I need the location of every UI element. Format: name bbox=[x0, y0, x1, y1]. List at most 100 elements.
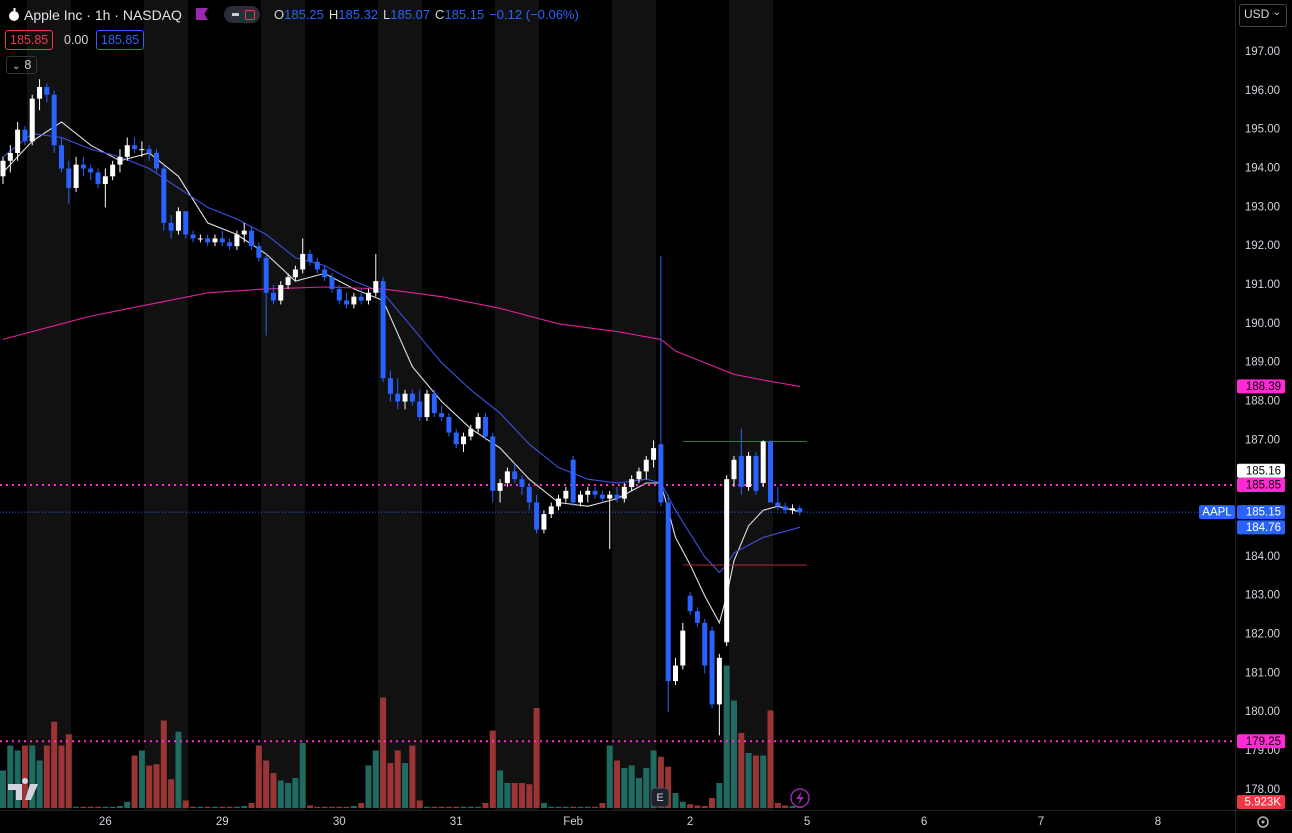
x-tick-label: 6 bbox=[921, 816, 927, 828]
volume-bar bbox=[102, 806, 109, 808]
volume-bar bbox=[592, 806, 599, 808]
volume-bar bbox=[621, 768, 628, 808]
candle-body bbox=[694, 611, 700, 623]
volume-bar bbox=[438, 806, 445, 808]
volume-badge-label: 5.923K bbox=[1245, 797, 1282, 809]
y-tick-label: 196.00 bbox=[1245, 85, 1280, 97]
candle-body bbox=[424, 393, 430, 418]
candle-body bbox=[307, 253, 313, 262]
symbol-tag-label: AAPL bbox=[1202, 507, 1232, 519]
candle-body bbox=[285, 277, 291, 286]
currency-button[interactable]: USD ⌄ bbox=[1239, 4, 1287, 27]
volume-bar bbox=[285, 783, 292, 808]
candle-body bbox=[504, 471, 510, 484]
volume-bar bbox=[146, 765, 153, 808]
volume-bar bbox=[80, 806, 87, 808]
candle-body bbox=[175, 211, 181, 231]
y-tick-label: 187.00 bbox=[1245, 434, 1280, 446]
volume-bar bbox=[635, 778, 642, 808]
volume-bar bbox=[73, 806, 80, 808]
price-badge bbox=[1237, 520, 1285, 535]
candle-body bbox=[629, 479, 635, 487]
candle-body bbox=[44, 86, 50, 95]
candle-body bbox=[431, 393, 437, 414]
candle-body bbox=[102, 176, 108, 185]
volume-bar bbox=[760, 755, 767, 808]
alert-bolt bbox=[796, 791, 804, 805]
price-badge-label: 188.39 bbox=[1246, 381, 1281, 393]
candle-body bbox=[95, 172, 101, 185]
volume-bar bbox=[584, 806, 591, 808]
volume-bar bbox=[343, 806, 350, 808]
candle-body bbox=[526, 486, 532, 503]
session-band bbox=[729, 0, 773, 810]
candle-body bbox=[475, 417, 481, 429]
flag-icon[interactable] bbox=[196, 8, 208, 20]
candle-body bbox=[380, 281, 386, 379]
candle-body bbox=[132, 145, 138, 150]
candle-body bbox=[687, 595, 693, 612]
candle-body bbox=[534, 502, 540, 530]
y-tick-label: 193.00 bbox=[1245, 201, 1280, 213]
volume-bar bbox=[211, 806, 218, 808]
price-axis-bg bbox=[1236, 0, 1292, 833]
volume-bar bbox=[138, 750, 145, 808]
ohlc-key: C bbox=[435, 7, 445, 22]
y-tick-label: 183.00 bbox=[1245, 590, 1280, 602]
volume-bar bbox=[730, 700, 737, 808]
x-tick-label: 29 bbox=[216, 816, 229, 828]
session-band bbox=[378, 0, 422, 810]
y-tick-label: 191.00 bbox=[1245, 279, 1280, 291]
volume-bar bbox=[672, 793, 679, 808]
volume-bar bbox=[475, 806, 482, 808]
candle-body bbox=[665, 502, 671, 682]
candle-body bbox=[453, 432, 459, 445]
volume-bar bbox=[606, 745, 613, 808]
volume-bar bbox=[467, 806, 474, 808]
candle-body bbox=[702, 622, 708, 666]
candle-body bbox=[519, 479, 525, 487]
candle-body bbox=[592, 490, 598, 495]
candle-body bbox=[417, 401, 423, 418]
candle-body bbox=[168, 222, 174, 231]
volume-bar bbox=[292, 778, 299, 808]
candle-body bbox=[658, 444, 664, 503]
candle-body bbox=[585, 490, 591, 495]
price-badge-label: 185.85 bbox=[1246, 480, 1281, 492]
volume-bar bbox=[504, 783, 511, 808]
ohlc-key: L bbox=[383, 7, 391, 22]
candle-body bbox=[300, 253, 306, 270]
y-tick-label: 197.00 bbox=[1245, 46, 1280, 58]
candle-body bbox=[731, 459, 737, 480]
volume-bar bbox=[540, 803, 547, 808]
volume-bar bbox=[190, 806, 197, 808]
candle-body bbox=[621, 486, 627, 499]
symbol-bar[interactable]: Apple Inc · 1h · NASDAQ bbox=[8, 6, 182, 23]
y-tick-label: 182.00 bbox=[1245, 629, 1280, 641]
candle-body bbox=[461, 436, 467, 445]
volume-bar bbox=[160, 720, 167, 808]
volume-bar bbox=[307, 805, 314, 808]
moving-average bbox=[2, 286, 800, 387]
volume-bar bbox=[65, 734, 72, 808]
volume-bar bbox=[277, 780, 284, 808]
candle-body bbox=[358, 296, 364, 301]
candle-body bbox=[746, 455, 752, 487]
volume-bar bbox=[482, 803, 489, 808]
volume-bar bbox=[197, 806, 204, 808]
collapse-button[interactable]: ⌄ 8 bbox=[6, 56, 38, 74]
candle-body bbox=[37, 86, 43, 99]
study-pill[interactable] bbox=[224, 6, 260, 23]
y-tick-label: 195.00 bbox=[1245, 124, 1280, 136]
volume-bar bbox=[58, 745, 65, 808]
volume-bar bbox=[248, 803, 255, 808]
candle-body bbox=[351, 296, 357, 305]
volume-bar bbox=[687, 804, 694, 808]
volume-bar bbox=[255, 745, 262, 808]
candle-body bbox=[117, 156, 123, 165]
volume-bar bbox=[445, 806, 452, 808]
volume-bar bbox=[263, 760, 270, 808]
volume-bar bbox=[489, 730, 496, 808]
candle-body bbox=[292, 269, 298, 278]
apple-icon bbox=[9, 8, 19, 21]
